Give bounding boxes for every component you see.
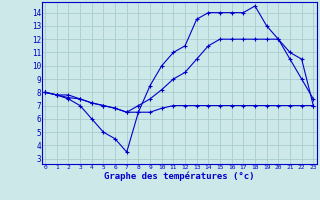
X-axis label: Graphe des températures (°c): Graphe des températures (°c) — [104, 171, 254, 181]
